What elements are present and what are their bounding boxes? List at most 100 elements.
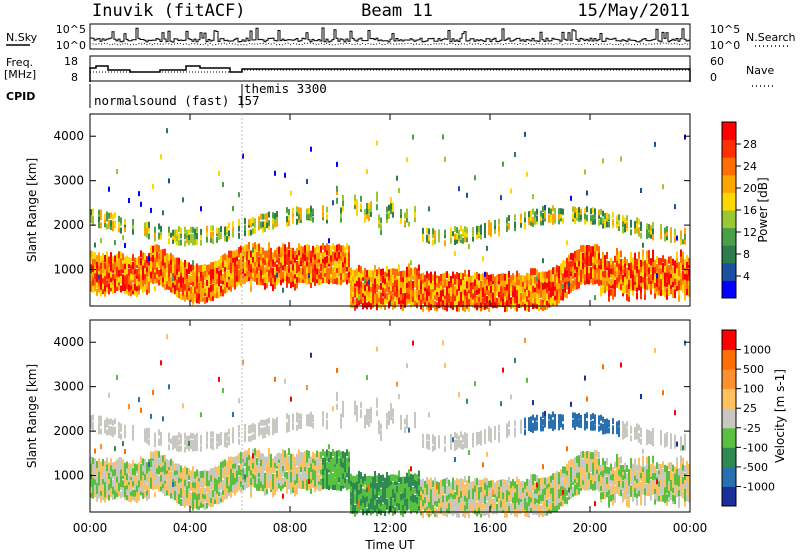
velocity-cell bbox=[274, 460, 276, 468]
power-cell bbox=[110, 224, 112, 231]
velocity-cell bbox=[430, 488, 432, 496]
power-cell bbox=[132, 228, 134, 235]
velocity-cell bbox=[334, 482, 336, 490]
power-cell bbox=[276, 264, 278, 272]
velocity-cell bbox=[220, 479, 222, 487]
velocity-cell bbox=[164, 467, 166, 475]
power-cell bbox=[148, 233, 150, 240]
velocity-cell bbox=[596, 458, 598, 466]
power-cell bbox=[410, 282, 412, 290]
power-cell bbox=[100, 262, 102, 270]
power-cell bbox=[148, 264, 150, 272]
power-cell bbox=[496, 301, 498, 309]
power-cell bbox=[512, 293, 514, 301]
power-cell bbox=[332, 258, 334, 266]
power-cell bbox=[634, 267, 636, 275]
power-cell bbox=[596, 276, 598, 284]
power-cell bbox=[368, 284, 370, 292]
power-cell bbox=[418, 297, 420, 305]
power-cell bbox=[214, 277, 216, 285]
power-cell bbox=[560, 282, 562, 290]
power-cell bbox=[130, 264, 132, 272]
power-cell bbox=[188, 275, 190, 283]
power-cell bbox=[430, 271, 432, 279]
power-cell bbox=[680, 272, 682, 280]
velocity-cell bbox=[486, 451, 488, 457]
velocity-cell bbox=[296, 476, 298, 484]
velocity-cell bbox=[304, 464, 306, 472]
velocity-cell bbox=[298, 454, 300, 462]
power-cell bbox=[374, 264, 376, 272]
power-cell bbox=[618, 251, 620, 259]
velocity-cell bbox=[190, 481, 192, 489]
power-cell bbox=[396, 284, 398, 292]
power-cell bbox=[338, 243, 340, 251]
velocity-cell bbox=[574, 456, 576, 464]
power-cell bbox=[102, 287, 104, 295]
velocity-cell bbox=[370, 486, 372, 494]
power-cell bbox=[274, 282, 276, 290]
velocity-cell bbox=[460, 506, 462, 514]
velocity-cell bbox=[574, 468, 576, 476]
velocity-cell bbox=[436, 486, 438, 494]
velocity-cell bbox=[316, 458, 318, 466]
power-cell bbox=[144, 222, 146, 229]
power-cell bbox=[614, 279, 616, 287]
velocity-cell bbox=[200, 491, 202, 499]
velocity-cell bbox=[488, 494, 490, 502]
velocity-cell bbox=[290, 459, 292, 467]
power-cell bbox=[546, 271, 548, 279]
velocity-cell bbox=[464, 488, 466, 496]
power-cell bbox=[394, 301, 396, 309]
power-cell bbox=[122, 262, 124, 270]
power-cell bbox=[254, 221, 256, 228]
power-cell bbox=[104, 289, 106, 297]
velocity-cell bbox=[228, 456, 230, 464]
velocity-cell bbox=[180, 486, 182, 494]
velocity-cell bbox=[198, 492, 200, 500]
velocity-cell bbox=[116, 490, 118, 498]
power-cell bbox=[150, 245, 152, 253]
velocity-cell bbox=[154, 456, 156, 464]
velocity-cell bbox=[472, 506, 474, 514]
velocity-cell bbox=[194, 445, 196, 452]
velocity-cell bbox=[112, 426, 114, 433]
power-cell bbox=[166, 128, 168, 134]
velocity-cell bbox=[342, 472, 344, 480]
velocity-cell bbox=[182, 403, 184, 409]
power-cell bbox=[202, 268, 204, 276]
power-cell bbox=[560, 212, 562, 219]
velocity-cell bbox=[130, 488, 132, 496]
power-cell bbox=[612, 260, 614, 268]
power-cell bbox=[596, 265, 598, 273]
velocity-cell bbox=[312, 462, 314, 470]
power-cell bbox=[118, 269, 120, 277]
power-cell bbox=[368, 214, 370, 221]
velocity-cell bbox=[294, 456, 296, 464]
power-cell bbox=[462, 293, 464, 301]
velocity-cell bbox=[446, 494, 448, 502]
velocity-cell bbox=[588, 461, 590, 469]
power-cell bbox=[328, 244, 330, 252]
power-cell bbox=[476, 277, 478, 285]
power-cell bbox=[576, 276, 578, 284]
power-cell bbox=[98, 269, 100, 277]
power-cell bbox=[388, 301, 390, 309]
velocity-cell bbox=[178, 497, 180, 505]
power-cell bbox=[154, 226, 156, 233]
velocity-cell bbox=[526, 485, 528, 493]
power-cell bbox=[132, 273, 134, 281]
power-cell bbox=[530, 268, 532, 276]
power-cell bbox=[114, 280, 116, 288]
velocity-cell bbox=[160, 431, 162, 438]
power-cell bbox=[326, 261, 328, 269]
velocity-cell bbox=[192, 432, 194, 439]
power-cell bbox=[356, 268, 358, 276]
power-cell bbox=[216, 285, 218, 293]
velocity-cell bbox=[242, 477, 244, 485]
velocity-cell bbox=[502, 485, 504, 493]
power-cell bbox=[288, 213, 290, 220]
power-cell bbox=[278, 270, 280, 278]
velocity-cell bbox=[382, 474, 384, 482]
power-cell bbox=[260, 253, 262, 261]
